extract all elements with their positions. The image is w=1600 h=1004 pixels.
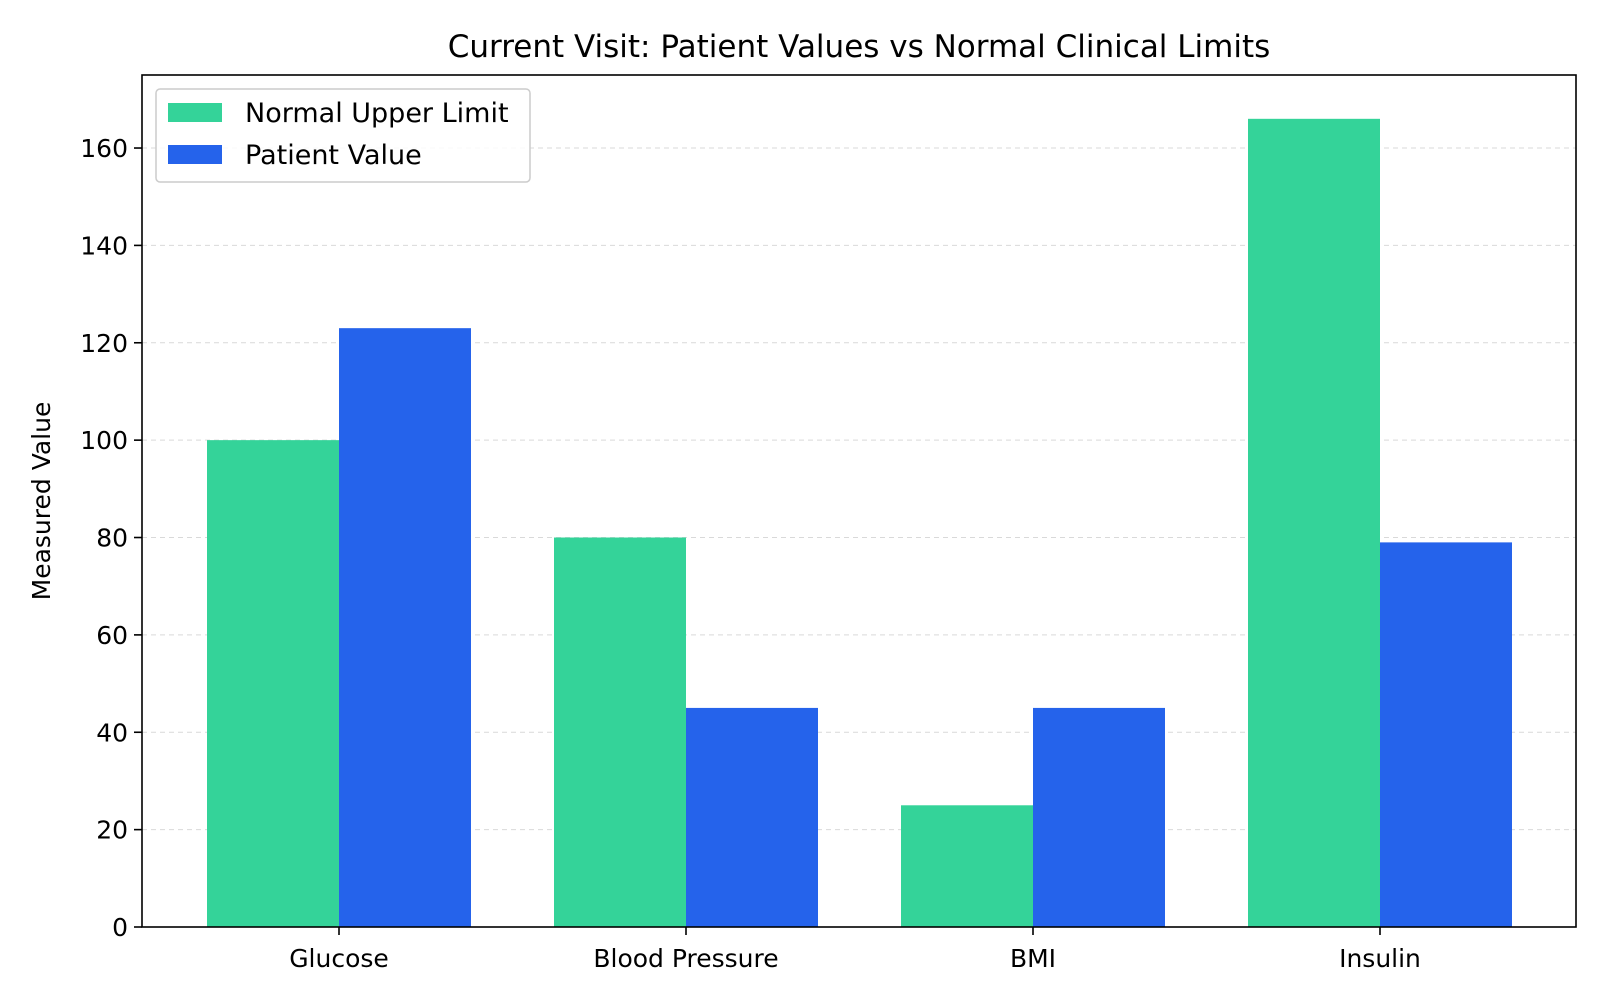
chart-title: Current Visit: Patient Values vs Normal … <box>448 29 1271 65</box>
x-tick-label-bmi: BMI <box>1010 944 1056 973</box>
x-tick-label-blood-pressure: Blood Pressure <box>593 944 778 973</box>
x-axis-ticks: Glucose Blood Pressure BMI Insulin <box>289 927 1421 973</box>
y-tick-label: 40 <box>96 718 128 747</box>
legend: Normal Upper Limit Patient Value <box>155 88 531 183</box>
bars <box>207 118 1512 928</box>
bar-patient-value-blood-pressure <box>686 707 818 927</box>
bar-normal-upper-limit-glucose <box>207 440 339 927</box>
legend-label-normal-upper-limit: Normal Upper Limit <box>245 98 509 129</box>
bar-patient-value-glucose <box>339 328 471 927</box>
y-axis-label: Measured Value <box>27 402 56 601</box>
bar-normal-upper-limit-bmi <box>901 805 1033 927</box>
y-tick-label: 20 <box>96 816 128 845</box>
legend-label-patient-value: Patient Value <box>245 140 422 171</box>
legend-swatch-normal-upper-limit <box>168 103 222 122</box>
y-tick-label: 60 <box>96 621 128 650</box>
bar-normal-upper-limit-blood-pressure <box>554 537 686 927</box>
y-tick-label: 120 <box>80 329 128 358</box>
x-tick-label-glucose: Glucose <box>289 944 389 973</box>
y-tick-label: 140 <box>80 231 128 260</box>
legend-box <box>155 88 531 183</box>
bar-patient-value-bmi <box>1033 707 1165 927</box>
y-tick-label: 80 <box>96 524 128 553</box>
bar-patient-value-insulin <box>1380 542 1512 927</box>
legend-swatch-patient-value <box>168 145 222 164</box>
y-tick-label: 100 <box>80 426 128 455</box>
bar-normal-upper-limit-insulin <box>1248 118 1380 928</box>
x-tick-label-insulin: Insulin <box>1339 944 1421 973</box>
y-axis-ticks: 0 20 40 60 80 100 120 140 160 <box>80 134 142 942</box>
y-tick-label: 160 <box>80 134 128 163</box>
plot-frame <box>141 74 1577 928</box>
y-tick-label: 0 <box>112 913 128 942</box>
